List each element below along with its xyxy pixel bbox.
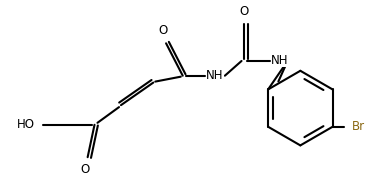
Text: NH: NH [271,54,289,67]
Text: O: O [80,163,89,176]
Text: NH: NH [206,69,224,82]
Text: HO: HO [17,118,35,131]
Text: O: O [159,24,168,37]
Text: O: O [240,5,249,18]
Text: Br: Br [352,120,365,133]
